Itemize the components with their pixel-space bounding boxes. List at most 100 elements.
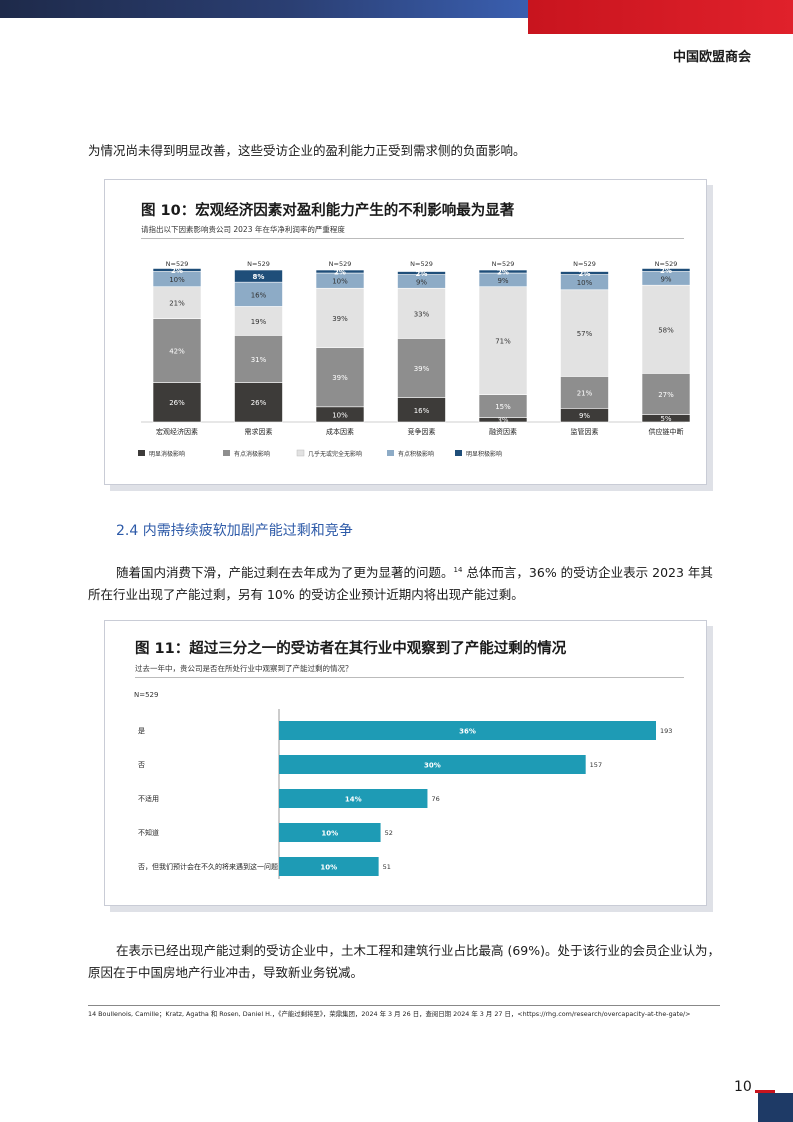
bar-segment bbox=[315, 347, 365, 408]
data-label: 10% bbox=[332, 278, 348, 286]
data-label: 26% bbox=[169, 399, 185, 407]
data-label: 5% bbox=[660, 415, 671, 423]
bar-segment bbox=[152, 382, 202, 423]
data-label: 2% bbox=[579, 270, 591, 278]
bar bbox=[279, 857, 379, 876]
data-label: 16% bbox=[414, 407, 430, 415]
data-label: 10% bbox=[577, 279, 593, 287]
footnote-ref: 14 bbox=[453, 566, 463, 574]
header-blue-band bbox=[0, 0, 530, 18]
bar-segment bbox=[234, 335, 283, 383]
bar-segment bbox=[478, 286, 528, 395]
corner-blue-block bbox=[758, 1093, 793, 1122]
bar-segment bbox=[560, 289, 609, 377]
bar-segment bbox=[397, 397, 446, 423]
legend-label: 有点积极影响 bbox=[398, 450, 434, 458]
paragraph-overcapacity-text-b: 总体而言，36% 的受访企业表示 2023 年其所在行业出现了产能过剩，另有 1… bbox=[88, 565, 713, 602]
legend-swatch bbox=[455, 450, 462, 456]
category-label: 需求因素 bbox=[245, 427, 273, 436]
bar bbox=[279, 721, 656, 740]
figure-10-subtitle: 请指出以下因素影响贵公司 2023 年在华净利润率的严重程度 bbox=[141, 225, 345, 234]
legend-swatch bbox=[223, 450, 230, 456]
count-label: 51 bbox=[383, 863, 391, 871]
category-label: 否，但我们预计会在不久的将来遇到这一问题 bbox=[138, 862, 278, 871]
figure-10-rule bbox=[141, 238, 684, 239]
legend-swatch bbox=[296, 449, 305, 457]
bar-segment bbox=[560, 376, 609, 409]
figure-11-subtitle: 过去一年中，贵公司是否在所处行业中观察到了产能过剩的情况？ bbox=[135, 664, 353, 673]
data-label: 2% bbox=[660, 267, 672, 275]
percent-label: 36% bbox=[459, 728, 476, 736]
category-label: 是 bbox=[138, 727, 145, 735]
n-label: N=529 bbox=[329, 260, 352, 268]
count-label: 157 bbox=[590, 761, 602, 769]
legend-label: 明显消极影响 bbox=[149, 450, 185, 458]
data-label: 39% bbox=[332, 374, 348, 382]
bar bbox=[279, 755, 586, 774]
data-label: 15% bbox=[495, 403, 511, 411]
count-label: 193 bbox=[660, 727, 672, 735]
category-label: 不知道 bbox=[138, 828, 159, 837]
data-label: 2% bbox=[416, 270, 428, 278]
data-label: 58% bbox=[658, 326, 674, 334]
bar-segment bbox=[641, 373, 691, 415]
data-label: 39% bbox=[332, 315, 348, 323]
count-label: 76 bbox=[431, 795, 439, 803]
figure-11-chart: N=529 36% 193 是 30% 157 否 14% 76 不适用 10% 52 不知道 10% 51… bbox=[134, 691, 672, 879]
data-label: 2% bbox=[497, 269, 509, 277]
page-number: 10 bbox=[734, 1079, 752, 1095]
category-label: 不适用 bbox=[138, 794, 159, 803]
legend-swatch bbox=[138, 450, 145, 456]
data-label: 9% bbox=[579, 412, 590, 420]
data-label: 21% bbox=[169, 300, 185, 308]
data-label: 10% bbox=[332, 411, 348, 419]
category-label: 融资因素 bbox=[489, 427, 517, 436]
data-label: 2% bbox=[171, 267, 183, 275]
bar-segment bbox=[234, 269, 283, 283]
bar bbox=[279, 789, 428, 808]
bar-segment bbox=[641, 284, 691, 374]
category-label: 竞争因素 bbox=[408, 427, 436, 436]
n-label: N=529 bbox=[655, 260, 678, 268]
paragraph-overcapacity-text-a: 随着国内消费下滑，产能过剩在去年成为了更为显著的问题。 bbox=[116, 565, 454, 580]
data-label: 8% bbox=[253, 273, 265, 281]
figure-10-title: 图 10：宏观经济因素对盈利能力产生的不利影响最为显著 bbox=[141, 203, 515, 219]
paragraph-overcapacity: 随着国内消费下滑，产能过剩在去年成为了更为显著的问题。14 总体而言，36% 的… bbox=[88, 559, 724, 606]
count-label: 52 bbox=[385, 829, 393, 837]
bar-segment bbox=[641, 268, 691, 272]
paragraph-construction: 在表示已经出现产能过剩的受访企业中，土木工程和建筑行业占比最高 (69%)。处于… bbox=[88, 943, 721, 980]
bar-segment bbox=[152, 286, 202, 319]
data-label: 19% bbox=[251, 318, 267, 326]
category-label: 否 bbox=[138, 761, 145, 769]
bar-segment bbox=[560, 271, 609, 275]
bar-segment bbox=[315, 269, 365, 274]
header-red-band bbox=[528, 0, 793, 34]
category-label: 宏观经济因素 bbox=[156, 427, 198, 436]
corner-red-accent bbox=[755, 1090, 775, 1093]
data-label: 9% bbox=[416, 278, 427, 286]
figure-11: 图 11：超过三分之一的受访者在其行业中观察到了产能过剩的情况 过去一年中，贵公… bbox=[104, 620, 707, 906]
bar-segment bbox=[152, 318, 202, 383]
organization-name: 中国欧盟商会 bbox=[672, 50, 751, 65]
bar-segment bbox=[234, 382, 283, 423]
paragraph-intro: 为情况尚未得到明显改善，这些受访企业的盈利能力正受到需求侧的负面影响。 bbox=[88, 143, 526, 158]
category-label: 监管因素 bbox=[571, 427, 599, 436]
data-label: 3% bbox=[497, 417, 508, 425]
bar bbox=[279, 823, 381, 842]
bar-segment bbox=[315, 287, 365, 348]
data-label: 31% bbox=[251, 356, 267, 364]
data-label: 42% bbox=[169, 348, 185, 356]
data-label: 9% bbox=[660, 275, 671, 283]
data-label: 27% bbox=[658, 391, 674, 399]
data-label: 39% bbox=[414, 365, 430, 373]
legend-label: 有点消极影响 bbox=[234, 450, 270, 458]
data-label: 16% bbox=[251, 291, 267, 299]
n-label: N=529 bbox=[247, 260, 270, 268]
n-label: N=529 bbox=[410, 260, 433, 268]
bar-segment bbox=[152, 268, 202, 272]
data-label: 21% bbox=[577, 389, 593, 397]
bar-segment bbox=[478, 269, 528, 274]
footnote: 14 Boullenois, Camille；Kratz, Agatha 和 R… bbox=[88, 1010, 691, 1018]
data-label: 71% bbox=[495, 338, 511, 346]
n-label: N=529 bbox=[573, 260, 596, 268]
